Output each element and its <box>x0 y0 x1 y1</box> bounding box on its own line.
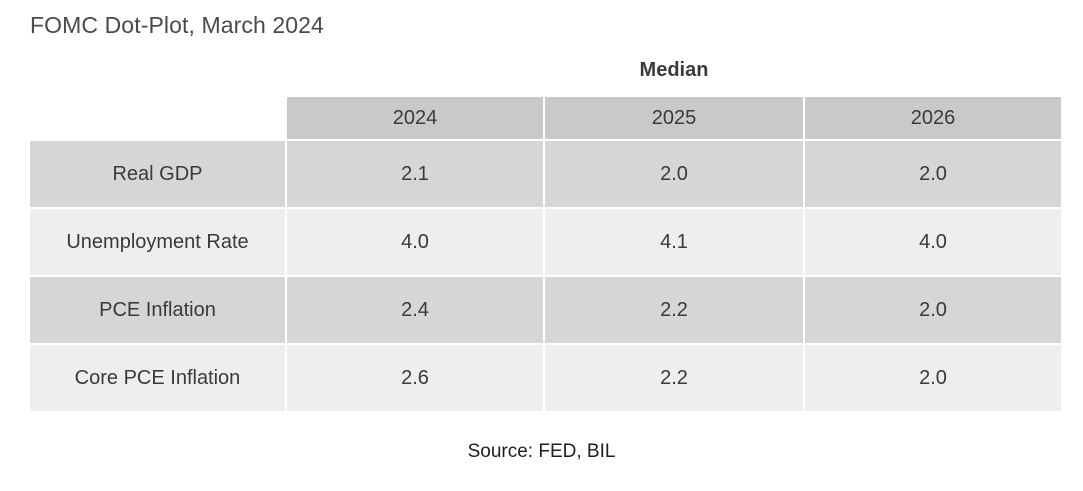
table-cell: 2.1 <box>287 141 543 207</box>
table-corner <box>30 97 285 139</box>
row-label-pce-inflation: PCE Inflation <box>30 277 285 343</box>
row-label-unemployment-rate: Unemployment Rate <box>30 209 285 275</box>
table-cell: 2.0 <box>805 141 1061 207</box>
table-cell: 2.2 <box>545 345 803 411</box>
median-group-header: Median <box>639 59 709 81</box>
projections-table: 2024 2025 2026 Real GDP 2.1 2.0 2.0 Unem… <box>30 97 1061 411</box>
table-cell: 4.0 <box>287 209 543 275</box>
table-cell: 2.0 <box>545 141 803 207</box>
table-cell: 4.1 <box>545 209 803 275</box>
column-header-2026: 2026 <box>805 97 1061 139</box>
table-cell: 2.0 <box>805 345 1061 411</box>
table-cell: 2.6 <box>287 345 543 411</box>
row-label-core-pce-inflation: Core PCE Inflation <box>30 345 285 411</box>
table-cell: 2.4 <box>287 277 543 343</box>
table-cell: 2.0 <box>805 277 1061 343</box>
source-note: Source: FED, BIL <box>467 441 616 462</box>
column-header-2024: 2024 <box>287 97 543 139</box>
table-cell: 4.0 <box>805 209 1061 275</box>
column-header-2025: 2025 <box>545 97 803 139</box>
row-label-real-gdp: Real GDP <box>30 141 285 207</box>
table-cell: 2.2 <box>545 277 803 343</box>
page-title: FOMC Dot-Plot, March 2024 <box>30 12 324 38</box>
